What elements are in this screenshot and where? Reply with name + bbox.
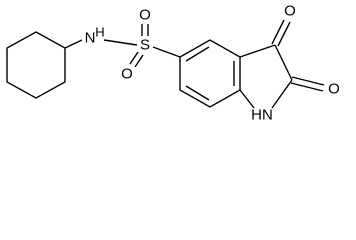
atom-label: O — [328, 81, 340, 98]
atom-label: O — [121, 66, 133, 83]
bond — [185, 46, 210, 62]
bond — [129, 51, 139, 65]
cyclohexane — [6, 31, 66, 99]
bond — [290, 82, 324, 92]
atom-label: H — [95, 25, 104, 40]
bond — [239, 44, 276, 58]
bond — [291, 76, 325, 86]
bond — [239, 89, 255, 109]
benzene-ring — [179, 39, 241, 108]
bond — [64, 39, 83, 49]
molecule: N H S O O O O HN — [6, 3, 340, 124]
atom-label: N — [85, 30, 96, 47]
atom-label: O — [139, 7, 151, 24]
bond — [271, 19, 285, 45]
bond — [277, 21, 291, 47]
bond — [134, 54, 144, 68]
bond — [274, 44, 293, 81]
bond — [271, 79, 293, 109]
bond — [103, 39, 138, 46]
bond — [185, 85, 210, 101]
atom-label: S — [140, 37, 150, 54]
atom-label: O — [284, 3, 296, 20]
atom-label: HN — [251, 107, 273, 124]
bond — [152, 46, 181, 58]
